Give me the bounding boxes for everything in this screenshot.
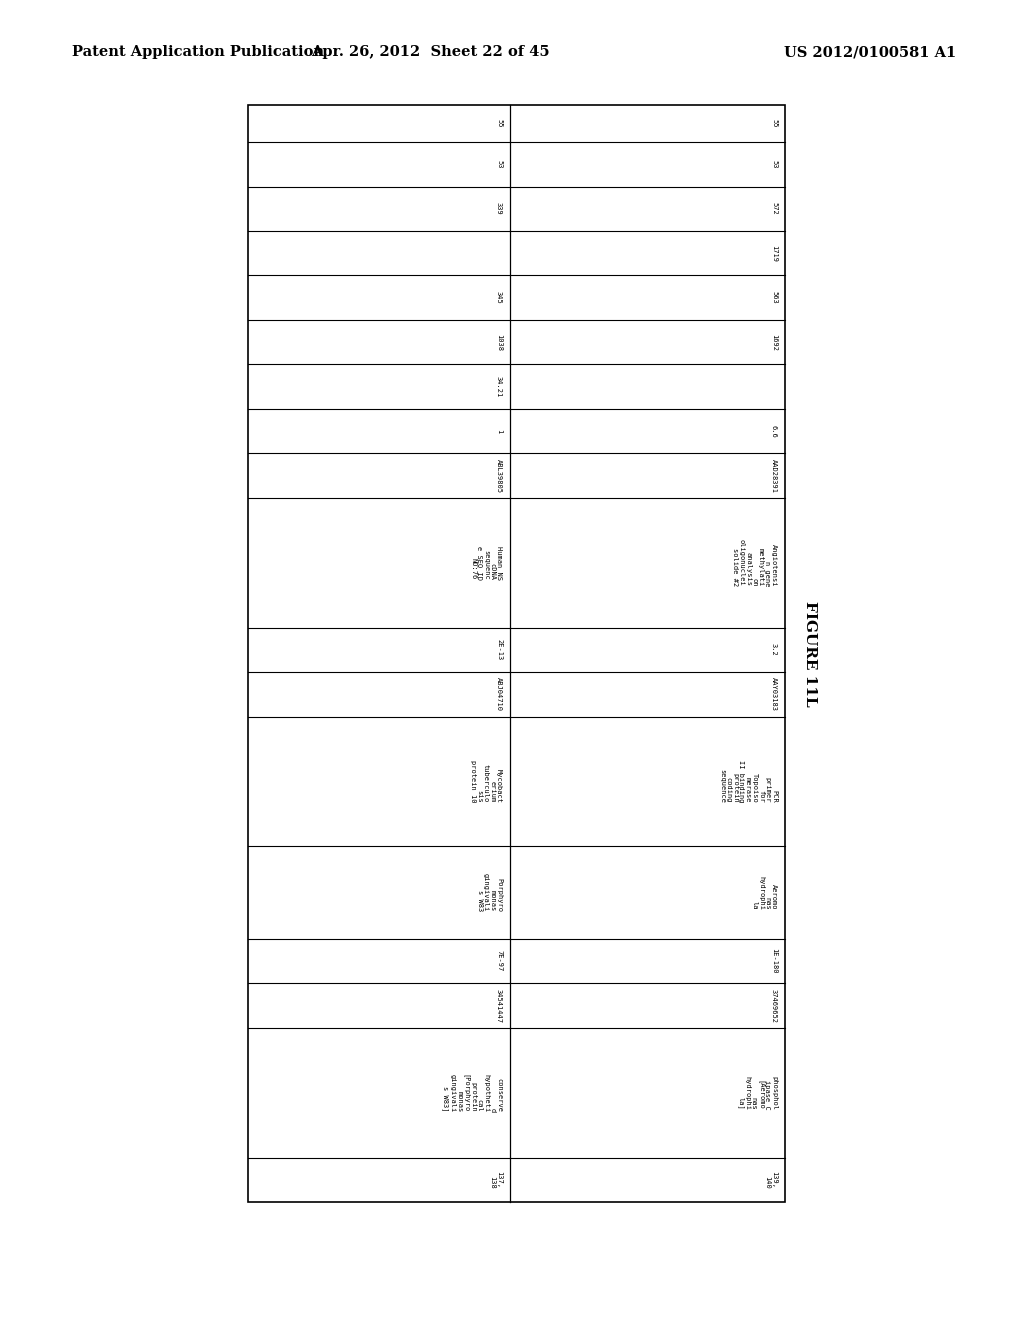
Text: Porphyro
monas
gingivali
s W83: Porphyro monas gingivali s W83 [476, 874, 502, 912]
Text: 53: 53 [771, 160, 777, 169]
Text: 6.6: 6.6 [771, 425, 777, 437]
Text: 1: 1 [496, 429, 502, 433]
Text: 34.21: 34.21 [496, 376, 502, 397]
Text: 563: 563 [771, 292, 777, 304]
Text: Apr. 26, 2012  Sheet 22 of 45: Apr. 26, 2012 Sheet 22 of 45 [310, 45, 549, 59]
Text: AAY03183: AAY03183 [771, 677, 777, 711]
Text: FIGURE 11L: FIGURE 11L [803, 601, 817, 706]
Text: 55: 55 [771, 119, 777, 128]
Text: phosphol
ipase C
[Aeromo
nas
hydrophi
la]: phosphol ipase C [Aeromo nas hydrophi la… [737, 1076, 777, 1110]
Text: US 2012/0100581 A1: US 2012/0100581 A1 [784, 45, 956, 59]
Text: 1692: 1692 [771, 334, 777, 351]
Text: 3.2: 3.2 [771, 643, 777, 656]
Text: ABJ04710: ABJ04710 [496, 677, 502, 711]
Text: Patent Application Publication: Patent Application Publication [72, 45, 324, 59]
Text: 137,
138: 137, 138 [489, 1171, 502, 1188]
Text: 7E-97: 7E-97 [496, 950, 502, 972]
Text: 2E-13: 2E-13 [496, 639, 502, 660]
Text: 1038: 1038 [496, 334, 502, 351]
Text: 139,
140: 139, 140 [765, 1171, 777, 1188]
Text: conserve
d
hypotheti
cal
protein
[Porphyro
monas
gingivali
s W83]: conserve d hypotheti cal protein [Porphy… [442, 1073, 502, 1111]
Text: 34541447: 34541447 [496, 989, 502, 1023]
Text: Aeromo
nas
hydrophi
la: Aeromo nas hydrophi la [752, 875, 777, 909]
Text: ABL39805: ABL39805 [496, 458, 502, 492]
Bar [248, 106, 785, 1203]
Text: Mycobact
erium
tuberculo
sis
protein 10: Mycobact erium tuberculo sis protein 10 [470, 760, 502, 803]
Text: PCR
primer
for
Topoiso
merase
II binding
protein
coding
sequence: PCR primer for Topoiso merase II binding… [719, 760, 777, 803]
Text: 339: 339 [496, 202, 502, 215]
Text: Angiotensi
n gene
methylati
on
analysis
oligonuclei
solide #2: Angiotensi n gene methylati on analysis … [732, 540, 777, 586]
Text: 572: 572 [771, 202, 777, 215]
Text: AAD28391: AAD28391 [771, 458, 777, 492]
Text: 55: 55 [496, 119, 502, 128]
Text: Human NS
cDNA
sequenc
e SEQ ID
NO:76: Human NS cDNA sequenc e SEQ ID NO:76 [470, 545, 502, 579]
Text: 1719: 1719 [771, 244, 777, 261]
Text: 345: 345 [496, 292, 502, 304]
Text: 1E-180: 1E-180 [771, 948, 777, 974]
Text: 53: 53 [496, 160, 502, 169]
Text: 37469652: 37469652 [771, 989, 777, 1023]
